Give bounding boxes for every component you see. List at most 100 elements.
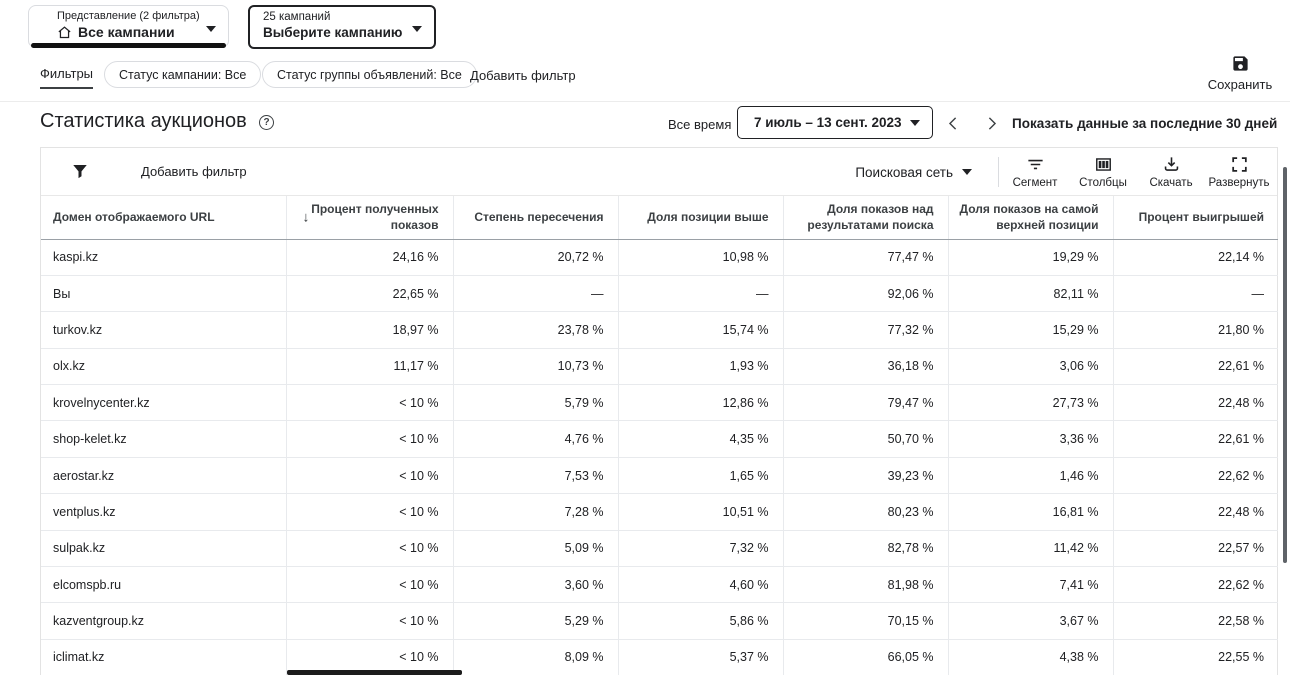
cell-top-of-page-rate: 82,78 %	[783, 530, 949, 568]
download-icon	[1162, 155, 1181, 174]
column-header-position-above-rate[interactable]: Доля позиции выше	[618, 196, 784, 240]
column-header-domain[interactable]: Домен отображаемого URL	[41, 196, 287, 240]
cell-outranking-share: 21,80 %	[1113, 311, 1278, 349]
column-header-outranking-share[interactable]: Процент выигрышей	[1113, 196, 1278, 240]
date-next-button[interactable]	[980, 112, 1002, 134]
cell-position-above-rate: —	[618, 275, 784, 313]
cell-domain: olx.kz	[41, 348, 287, 386]
cell-top-of-page-rate: 70,15 %	[783, 602, 949, 640]
column-header-overlap-rate[interactable]: Степень пересечения	[453, 196, 619, 240]
filter-chip-campaign-status[interactable]: Статус кампании: Все	[104, 61, 262, 88]
table-header-row: Домен отображаемого URL ↓ Процент получе…	[41, 196, 1278, 240]
cell-abs-top-rate: 3,06 %	[948, 348, 1114, 386]
table-row: kazventgroup.kz < 10 % 5,29 % 5,86 % 70,…	[41, 602, 1278, 640]
date-prev-button[interactable]	[942, 112, 964, 134]
cell-overlap-rate: 5,09 %	[453, 530, 619, 568]
filter-chip-adgroup-status[interactable]: Статус группы объявлений: Все	[262, 61, 477, 88]
segment-label: Сегмент	[1012, 177, 1058, 189]
table-add-filter-button[interactable]: Добавить фильтр	[141, 164, 247, 179]
filters-title: Фильтры	[40, 66, 94, 89]
cell-domain: Вы	[41, 275, 287, 313]
cell-top-of-page-rate: 66,05 %	[783, 639, 949, 675]
save-button[interactable]: Сохранить	[1200, 54, 1280, 92]
table-row: sulpak.kz < 10 % 5,09 % 7,32 % 82,78 % 1…	[41, 530, 1278, 568]
cell-top-of-page-rate: 79,47 %	[783, 384, 949, 422]
download-label: Скачать	[1149, 177, 1193, 189]
cell-overlap-rate: 4,76 %	[453, 420, 619, 458]
column-header-label: Процент полученных показов	[311, 202, 439, 233]
cell-position-above-rate: 7,32 %	[618, 530, 784, 568]
cell-impression-share: < 10 %	[286, 530, 454, 568]
add-filter-link[interactable]: Добавить фильтр	[470, 68, 576, 83]
cell-position-above-rate: 1,93 %	[618, 348, 784, 386]
cell-impression-share: < 10 %	[286, 493, 454, 531]
cell-position-above-rate: 4,60 %	[618, 566, 784, 604]
column-header-abs-top-rate[interactable]: Доля показов на самой верхней позиции	[948, 196, 1114, 240]
expand-icon	[1230, 155, 1249, 174]
campaign-selector-dropdown[interactable]: 25 кампаний Выберите кампанию	[248, 5, 436, 49]
expand-button[interactable]: Развернуть	[1205, 150, 1273, 194]
table-row: shop-kelet.kz < 10 % 4,76 % 4,35 % 50,70…	[41, 420, 1278, 458]
save-label: Сохранить	[1207, 77, 1273, 92]
table-row: kaspi.kz 24,16 % 20,72 % 10,98 % 77,47 %…	[41, 239, 1278, 276]
chevron-down-icon	[962, 169, 972, 175]
cell-abs-top-rate: 11,42 %	[948, 530, 1114, 568]
cell-abs-top-rate: 1,46 %	[948, 457, 1114, 495]
cell-top-of-page-rate: 77,32 %	[783, 311, 949, 349]
cell-overlap-rate: 3,60 %	[453, 566, 619, 604]
table-row: krovelnycenter.kz < 10 % 5,79 % 12,86 % …	[41, 384, 1278, 422]
help-icon[interactable]: ?	[259, 115, 274, 130]
network-selector-dropdown[interactable]: Поисковая сеть	[855, 165, 972, 180]
view-selector-dropdown[interactable]: Представление (2 фильтра) Все кампании	[28, 5, 229, 48]
columns-button[interactable]: Столбцы	[1069, 150, 1137, 194]
view-selector-value: Все кампании	[78, 24, 175, 40]
view-selector-label: Представление (2 фильтра)	[57, 10, 200, 22]
cell-top-of-page-rate: 80,23 %	[783, 493, 949, 531]
sort-desc-icon: ↓	[302, 208, 310, 225]
date-range-dropdown[interactable]: 7 июль – 13 сент. 2023	[737, 106, 933, 139]
cell-outranking-share: —	[1113, 275, 1278, 313]
auction-insights-card: Добавить фильтр Поисковая сеть Сегмент	[40, 147, 1278, 675]
cell-outranking-share: 22,61 %	[1113, 420, 1278, 458]
auction-insights-table: Домен отображаемого URL ↓ Процент получе…	[41, 196, 1278, 675]
cell-overlap-rate: 20,72 %	[453, 239, 619, 276]
cell-domain: turkov.kz	[41, 311, 287, 349]
cell-impression-share: < 10 %	[286, 602, 454, 640]
cell-position-above-rate: 4,35 %	[618, 420, 784, 458]
cell-abs-top-rate: 16,81 %	[948, 493, 1114, 531]
filter-chip-label: Статус кампании: Все	[119, 67, 247, 82]
show-last-30-days-link[interactable]: Показать данные за последние 30 дней	[1012, 116, 1278, 131]
cell-outranking-share: 22,61 %	[1113, 348, 1278, 386]
cell-overlap-rate: 10,73 %	[453, 348, 619, 386]
segment-button[interactable]: Сегмент	[1001, 150, 1069, 194]
funnel-icon[interactable]	[71, 162, 89, 180]
vertical-scrollbar[interactable]	[1283, 167, 1287, 563]
cell-position-above-rate: 1,65 %	[618, 457, 784, 495]
cell-impression-share: < 10 %	[286, 384, 454, 422]
cell-domain: sulpak.kz	[41, 530, 287, 568]
cell-impression-share: < 10 %	[286, 420, 454, 458]
cell-position-above-rate: 12,86 %	[618, 384, 784, 422]
cell-impression-share: 11,17 %	[286, 348, 454, 386]
cell-outranking-share: 22,58 %	[1113, 602, 1278, 640]
campaign-selector-value: Выберите кампанию	[263, 25, 403, 40]
cell-outranking-share: 22,57 %	[1113, 530, 1278, 568]
cell-abs-top-rate: 15,29 %	[948, 311, 1114, 349]
cell-outranking-share: 22,55 %	[1113, 639, 1278, 675]
table-row: ventplus.kz < 10 % 7,28 % 10,51 % 80,23 …	[41, 493, 1278, 531]
view-selector-underline	[31, 43, 226, 48]
network-selector-value: Поисковая сеть	[855, 164, 953, 180]
filter-chip-label: Статус группы объявлений: Все	[277, 67, 462, 82]
download-button[interactable]: Скачать	[1137, 150, 1205, 194]
cell-position-above-rate: 10,51 %	[618, 493, 784, 531]
cell-domain: iclimat.kz	[41, 639, 287, 675]
horizontal-scrollbar[interactable]	[287, 670, 462, 675]
cell-outranking-share: 22,62 %	[1113, 457, 1278, 495]
cell-abs-top-rate: 27,73 %	[948, 384, 1114, 422]
cell-overlap-rate: —	[453, 275, 619, 313]
column-header-top-of-page-rate[interactable]: Доля показов над результатами поиска	[783, 196, 949, 240]
column-header-impression-share[interactable]: ↓ Процент полученных показов	[286, 196, 454, 240]
segment-icon	[1026, 155, 1045, 174]
chevron-down-icon	[910, 119, 920, 126]
table-row: elcomspb.ru < 10 % 3,60 % 4,60 % 81,98 %…	[41, 566, 1278, 604]
